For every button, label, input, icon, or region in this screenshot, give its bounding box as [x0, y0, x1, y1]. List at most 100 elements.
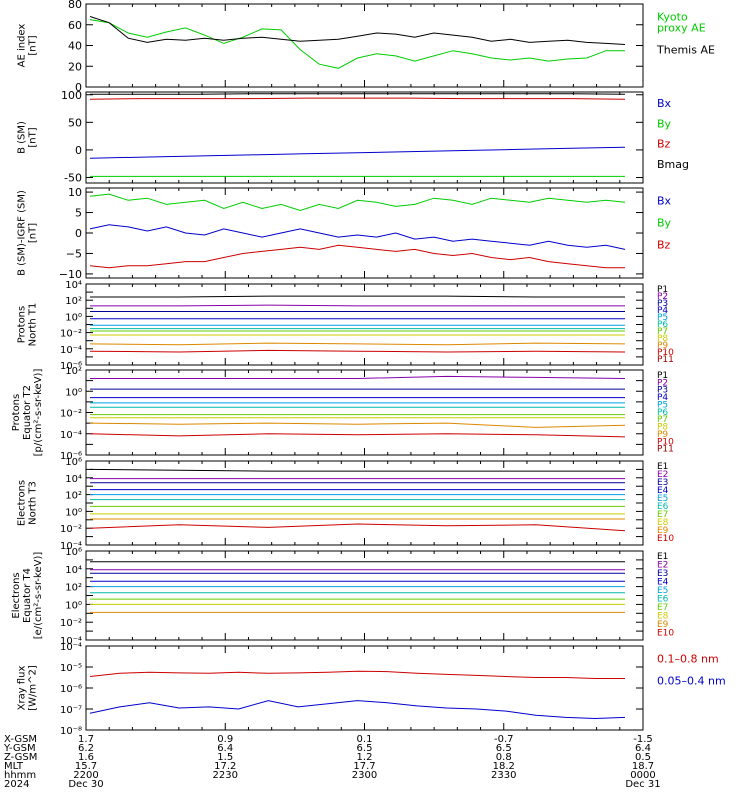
ylabel: B (SM)[nT] [17, 121, 39, 154]
xaxis-value: 2230 [213, 770, 238, 781]
legend-label: E1 [657, 462, 668, 472]
panel-frame [85, 3, 644, 88]
ytick-label: 10⁻⁶ [60, 361, 82, 372]
ylabel-line: Equator T4 [22, 568, 33, 623]
series-e10 [89, 523, 626, 532]
ylabel-line: Protons [11, 394, 22, 431]
ytick-label: 10⁰ [65, 387, 82, 398]
ylabel-line: Equator T2 [22, 385, 33, 440]
series-0-1-0-8-nm [89, 670, 625, 679]
ylabel-line: [e/(cm²-s-sr-keV)] [33, 552, 44, 640]
ytick-label: 20 [68, 60, 82, 73]
series-themis-ae [89, 16, 626, 45]
ylabel-line: [p/(cm²-s-sr-keV)] [33, 369, 44, 457]
legend-label: E2 [657, 561, 668, 571]
ylabel: ElectronsEquator T4[e/(cm²-s-sr-keV)] [11, 552, 44, 640]
legend-label: P5 [657, 400, 668, 410]
ytick-label: 10⁰ [65, 507, 82, 518]
panel-frame [85, 91, 644, 184]
legend-label: Bz [657, 138, 671, 151]
ytick-label: 10² [65, 296, 82, 307]
legend-label: E4 [657, 578, 669, 588]
legend-label: Bz [657, 239, 671, 252]
ytick-label: 10⁻² [60, 409, 82, 420]
xaxis-value: 6.5 [496, 743, 512, 754]
panel-2: -50 0 50 100 B (SM)[nT] Bx By Bz Bmag [17, 89, 690, 185]
xaxis-value: 1.5 [217, 752, 233, 763]
series-kyoto-proxy-ae [89, 19, 625, 69]
series-e1 [89, 468, 625, 472]
xaxis-value: Dec 31 [625, 779, 660, 790]
xaxis-value: 18.7 [632, 761, 654, 772]
ylabel: Xray flux[W/m^2] [17, 665, 39, 711]
ylabel-line: Electrons [17, 480, 28, 526]
ytick-label: 10⁴ [65, 280, 82, 291]
legend-label: P9 [657, 430, 668, 440]
ytick-label: 10 [68, 186, 82, 199]
xaxis-row-label: MLT [4, 761, 24, 772]
ylabel-line: B (SM)-IGRF (SM) [17, 190, 28, 276]
legend-label: Bx [657, 97, 672, 110]
ytick-label: 10⁻⁴ [60, 430, 82, 441]
ytick-label: 10⁻⁵ [60, 663, 82, 674]
ytick-label: 100 [61, 89, 82, 102]
ytick-label: 10⁻² [60, 524, 82, 535]
ytick-label: 10² [65, 583, 82, 594]
ylabel-line: [nT] [28, 223, 39, 243]
series-p1 [90, 295, 625, 298]
ylabel: ProtonsEquator T2[p/(cm²-s-sr-keV)] [11, 369, 44, 457]
legend-label: Kyoto [657, 11, 688, 24]
xaxis-row-label: Z-GSM [4, 752, 37, 763]
series-p2 [90, 304, 625, 307]
series-p10 [89, 433, 626, 438]
panel-8: 10⁻⁸ 10⁻⁷ 10⁻⁶ 10⁻⁵ 10⁻⁴ Xray flux[W/m^2] 0.1–… [17, 642, 726, 737]
xaxis-row-label: 2024 [4, 779, 29, 790]
xaxis-row-label: Y-GSM [3, 743, 36, 754]
ylabel: B (SM)-IGRF (SM)[nT] [17, 190, 39, 276]
legend-label: E2 [657, 470, 668, 480]
xaxis-value: 2330 [491, 770, 516, 781]
legend-label: E6 [657, 595, 669, 605]
xaxis-value: 2300 [352, 770, 377, 781]
legend-label: E5 [657, 586, 668, 596]
legend-label: P5 [657, 313, 668, 323]
xaxis-value: 18.2 [493, 761, 515, 772]
legend-label: P3 [657, 386, 668, 396]
ytick-label: −5 [66, 247, 82, 260]
legend-label: P9 [657, 341, 668, 351]
ytick-label: 10⁻⁶ [60, 451, 82, 462]
xaxis-row-label: X-GSM [4, 734, 37, 745]
ytick-label: 10⁶ [65, 457, 82, 468]
ylabel: ProtonsNorth T1 [17, 303, 39, 347]
legend-label: E3 [657, 478, 668, 488]
xaxis-value: 2200 [73, 770, 98, 781]
legend-label: 0.05–0.4 nm [657, 675, 726, 688]
ytick-label: 10² [65, 491, 82, 502]
ytick-label: 0 [75, 81, 82, 94]
ytick-label: 10⁴ [65, 565, 82, 576]
series-p10 [89, 349, 626, 353]
xaxis-value: 1.2 [357, 752, 373, 763]
legend-label: E9 [657, 620, 669, 630]
legend-label: P2 [657, 292, 668, 302]
ylabel-line: AE index [17, 24, 28, 68]
legend-label: P4 [657, 393, 668, 403]
legend-label: P6 [657, 408, 668, 418]
xaxis-value: 15.7 [75, 761, 97, 772]
xaxis-value: 0.9 [217, 734, 233, 745]
ytick-label: −10 [59, 268, 82, 281]
legend-label: Themis AE [656, 44, 715, 57]
ylabel-line: North T3 [28, 481, 39, 525]
xaxis-value: Dec 30 [68, 779, 103, 790]
ytick-label: 40 [68, 40, 82, 53]
legend-label: E5 [657, 494, 668, 504]
ytick-label: 60 [68, 19, 82, 32]
xaxis-value: 6.4 [217, 743, 233, 754]
legend-label: E1 [657, 552, 668, 562]
panel-frame [85, 369, 644, 456]
legend-label: P10 [657, 348, 674, 358]
panel-frame [85, 460, 644, 546]
legend-label: P10 [657, 437, 674, 447]
